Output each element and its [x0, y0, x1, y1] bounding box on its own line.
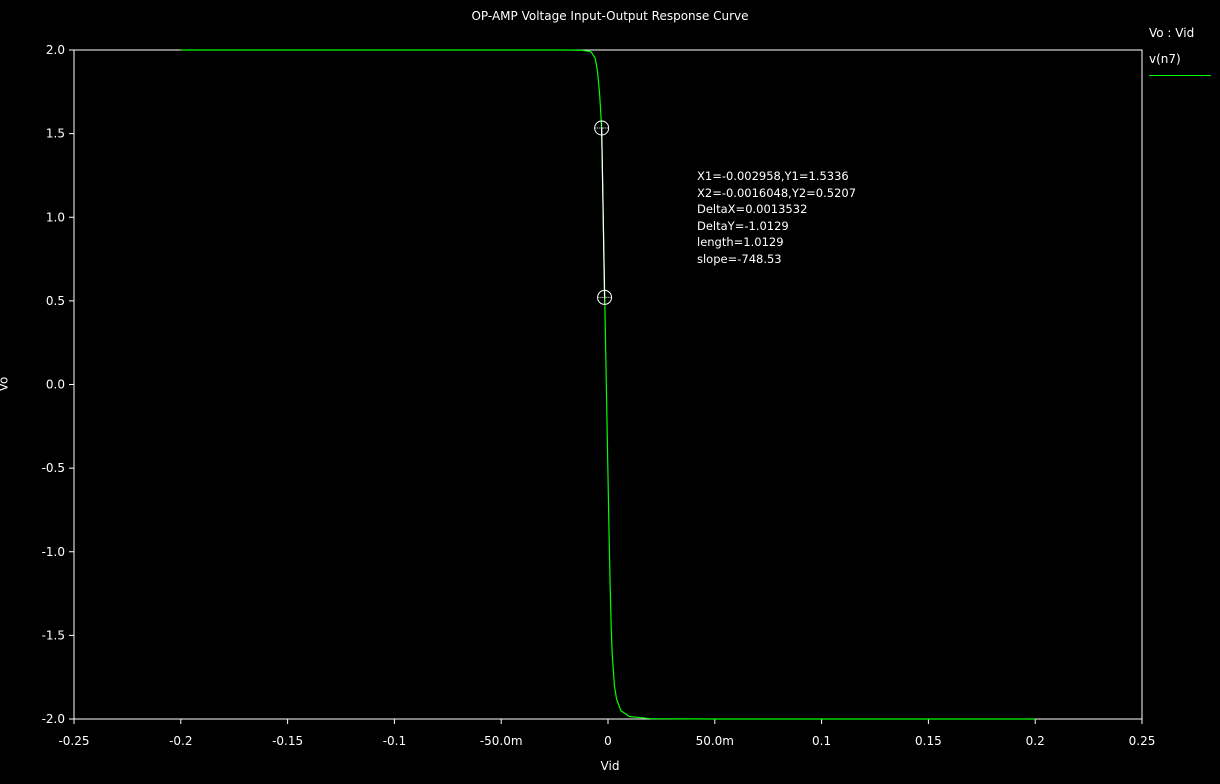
x-tick-label: -0.15: [272, 734, 303, 748]
y-tick-label: -0.5: [42, 461, 65, 475]
cursor-readout-line: DeltaX=0.0013532: [697, 202, 808, 216]
y-axis-label: Vo: [0, 376, 11, 392]
x-tick-label: 0.15: [915, 734, 942, 748]
cursor-readout-line: length=1.0129: [697, 235, 784, 249]
plot-frame: [73, 49, 1143, 720]
y-tick-label: 2.0: [46, 43, 65, 57]
cursor-readout: X1=-0.002958,Y1=1.5336 X2=-0.0016048,Y2=…: [697, 168, 856, 267]
traces: [180, 49, 1036, 720]
x-tick-label: 50.0m: [696, 734, 734, 748]
cursor-readout-line: slope=-748.53: [697, 251, 782, 266]
y-tick-label: -1.0: [42, 545, 65, 559]
legend-entry-v-n7[interactable]: v(n7): [1149, 52, 1181, 66]
cursor-markers[interactable]: [594, 120, 613, 305]
y-tick-label: 1.0: [46, 210, 65, 224]
x-tick-label: -0.1: [383, 734, 406, 748]
x-axis-ticks: -0.25 -0.2 -0.15 -0.1 -50.0m 0 50.0m 0.1 0.15 0.2…: [58, 719, 1155, 748]
cursor-delta-line: [601, 127, 606, 298]
cursor-readout-line: X1=-0.002958,Y1=1.5336: [697, 169, 849, 183]
legend-swatch: [1149, 75, 1211, 76]
x-tick-label: -0.25: [58, 734, 89, 748]
y-tick-label: 0.0: [46, 378, 65, 392]
y-tick-label: 1.5: [46, 127, 65, 141]
x-tick-label: 0.2: [1026, 734, 1045, 748]
x-tick-label: 0.1: [812, 734, 831, 748]
chart-title: OP-AMP Voltage Input-Output Response Cur…: [471, 9, 749, 23]
y-axis-ticks: 2.0 1.5 1.0 0.5 0.0 -0.5 -1.0 -1.5 -2.0: [42, 43, 74, 726]
x-tick-label: -0.2: [169, 734, 192, 748]
y-tick-label: -2.0: [42, 712, 65, 726]
trace-v-n7-: [180, 49, 1036, 720]
x-tick-label: 0.25: [1129, 734, 1156, 748]
y-tick-label: 0.5: [46, 294, 65, 308]
cursor-readout-line: X2=-0.0016048,Y2=0.5207: [697, 185, 857, 200]
x-axis-label: Vid: [600, 759, 620, 773]
cursor-readout-line: DeltaY=-1.0129: [697, 218, 789, 233]
legend-title: Vo : Vid: [1149, 26, 1195, 40]
x-tick-label: -50.0m: [480, 734, 523, 748]
y-tick-label: -1.5: [42, 628, 65, 642]
x-tick-label: 0: [604, 734, 612, 748]
